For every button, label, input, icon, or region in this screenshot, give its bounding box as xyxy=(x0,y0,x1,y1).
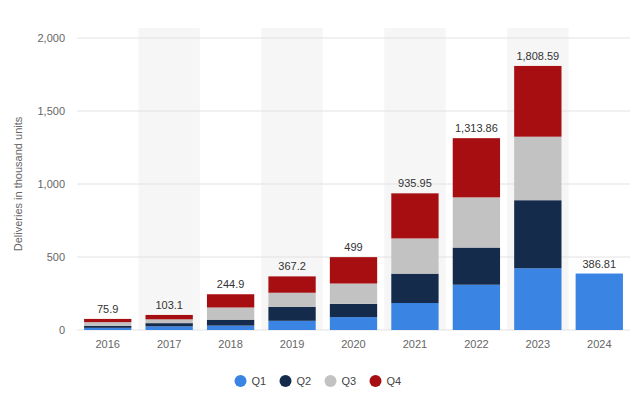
bar-segment xyxy=(330,317,377,330)
total-label: 1,313.86 xyxy=(455,122,498,134)
bar-segment xyxy=(330,284,377,304)
total-label: 499 xyxy=(344,241,362,253)
total-label: 244.9 xyxy=(217,278,245,290)
bar-segment xyxy=(514,137,561,201)
band-shade xyxy=(507,28,568,330)
bar-segment xyxy=(268,293,315,307)
bar-segment xyxy=(84,319,131,322)
total-label: 386.81 xyxy=(582,258,616,270)
total-label: 935.95 xyxy=(398,177,432,189)
x-tick-label: 2022 xyxy=(464,338,488,350)
legend-label: Q3 xyxy=(342,375,357,387)
bar-segment xyxy=(146,326,193,330)
total-label: 75.9 xyxy=(97,303,118,315)
y-tick-label: 0 xyxy=(59,324,65,336)
bar-segment xyxy=(453,248,500,285)
y-tick-label: 2,000 xyxy=(37,32,65,44)
x-tick-label: 2024 xyxy=(587,338,611,350)
bar-segment xyxy=(146,323,193,326)
band-shade xyxy=(384,28,445,330)
bar-segment xyxy=(514,268,561,330)
bar-segment xyxy=(391,238,438,273)
legend-label: Q2 xyxy=(297,375,312,387)
bar-segment xyxy=(391,193,438,238)
bar-segment xyxy=(453,138,500,197)
y-tick-label: 1,000 xyxy=(37,178,65,190)
x-tick-label: 2016 xyxy=(95,338,119,350)
bars xyxy=(84,66,623,330)
bar-segment xyxy=(207,294,254,307)
legend-marker xyxy=(280,375,292,387)
x-tick-label: 2018 xyxy=(218,338,242,350)
bar-segment xyxy=(84,328,131,330)
bar-segment xyxy=(207,307,254,319)
bar-segment xyxy=(268,307,315,321)
y-tick-label: 500 xyxy=(47,251,65,263)
total-label: 1,808.59 xyxy=(516,50,559,62)
x-tick-label: 2023 xyxy=(526,338,550,350)
x-tick-label: 2019 xyxy=(280,338,304,350)
total-label: 367.2 xyxy=(278,260,306,272)
bar-segment xyxy=(207,326,254,330)
bar-segment xyxy=(146,315,193,319)
total-label: 103.1 xyxy=(155,299,183,311)
x-tick-label: 2021 xyxy=(403,338,427,350)
bar-segment xyxy=(207,320,254,326)
band-shade xyxy=(261,28,322,330)
legend-marker xyxy=(325,375,337,387)
bar-segment xyxy=(330,304,377,317)
bar-segment xyxy=(453,197,500,247)
grid-line xyxy=(77,38,630,39)
legend-marker xyxy=(235,375,247,387)
x-tick-label: 2017 xyxy=(157,338,181,350)
y-axis-title: Deliveries in thousand units xyxy=(12,116,24,251)
legend-label: Q4 xyxy=(387,375,402,387)
bar-segment xyxy=(514,200,561,268)
bar-segment xyxy=(84,322,131,326)
bar-segment xyxy=(146,319,193,323)
bar-segment xyxy=(330,257,377,283)
bar-segment xyxy=(514,66,561,137)
legend-label: Q1 xyxy=(252,375,267,387)
bar-segment xyxy=(391,274,438,303)
bar-segment xyxy=(268,276,315,292)
bar-segment xyxy=(391,303,438,330)
y-tick-label: 1,500 xyxy=(37,105,65,117)
bar-segment xyxy=(268,321,315,330)
bar-segment xyxy=(453,285,500,330)
x-tick-label: 2020 xyxy=(341,338,365,350)
band-shade xyxy=(138,28,199,330)
bar-segment xyxy=(576,274,623,330)
legend-marker xyxy=(370,375,382,387)
chart: 0 500 1,000 1,500 2,000 Deliveries in thousan… xyxy=(0,0,640,401)
bar-segment xyxy=(84,326,131,328)
